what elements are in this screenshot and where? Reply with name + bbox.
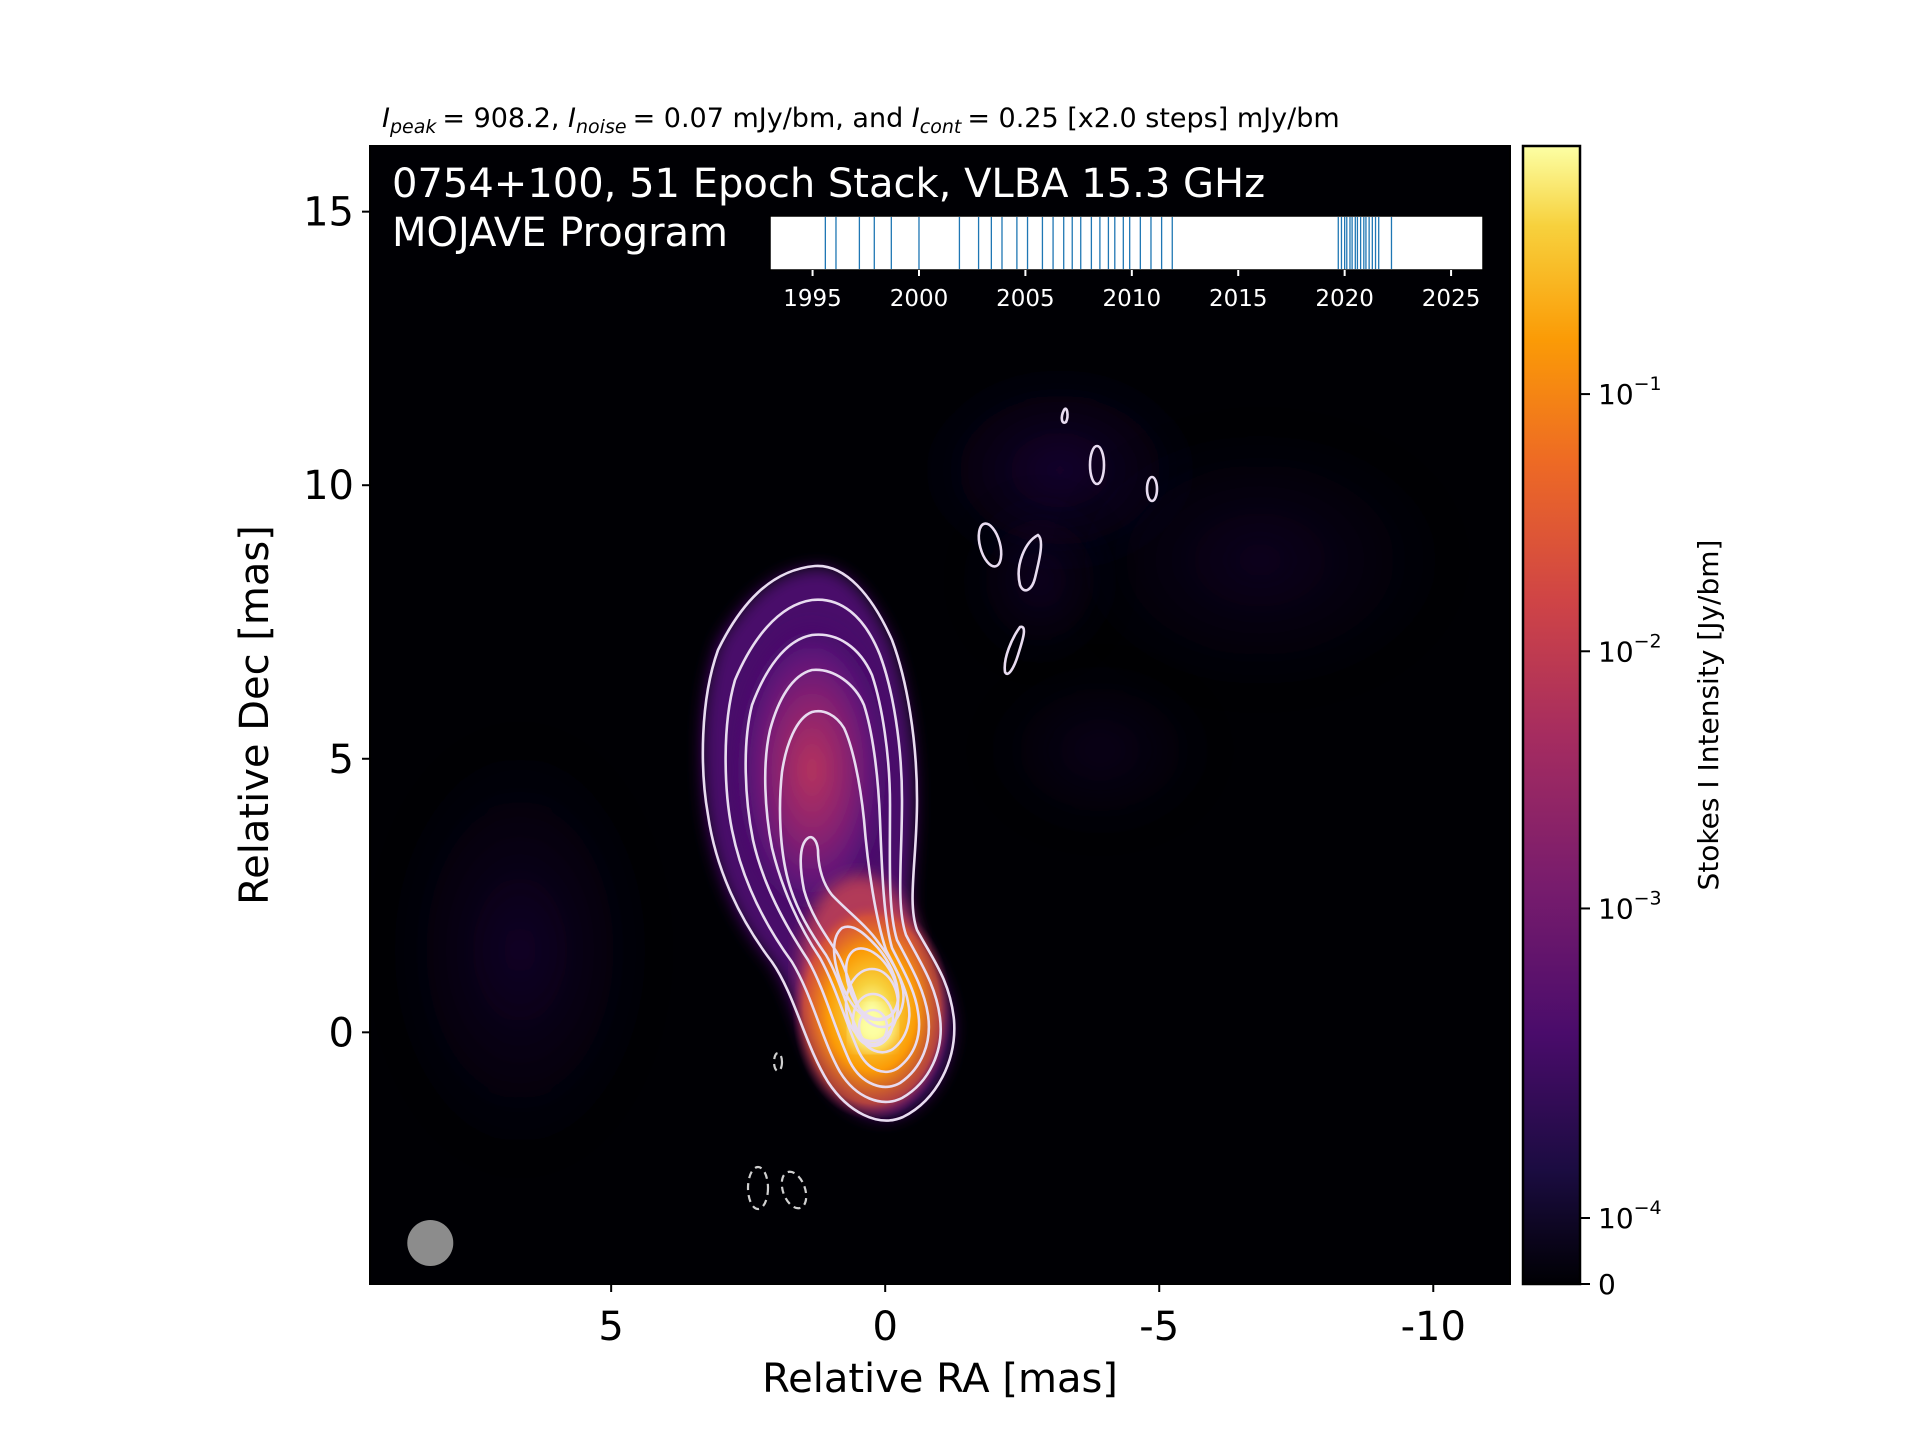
cont-subscript: cont xyxy=(920,116,963,138)
noise-value: = 0.07 mJy/bm, and xyxy=(633,103,912,134)
colorbar-tick-label: 10−4 xyxy=(1598,1197,1662,1235)
contour xyxy=(701,564,956,1122)
cont-symbol: I xyxy=(912,103,920,134)
figure-subtitle: MOJAVE Program xyxy=(392,210,728,256)
colorbar-tick-exponent: −1 xyxy=(1634,373,1662,395)
timeline-tick-label: 2025 xyxy=(1422,286,1481,312)
colorbar-ticks: 010−410−310−210−1 xyxy=(1580,373,1662,1301)
contour xyxy=(851,992,895,1048)
contour xyxy=(744,633,931,1088)
colorbar-tick-label: 10−3 xyxy=(1598,887,1662,925)
diffuse-emission xyxy=(1060,420,1460,700)
y-axis-ticks: 0 5 10 15 xyxy=(303,190,370,1056)
negative-contour xyxy=(772,1051,784,1073)
colorbar xyxy=(1521,144,1582,1286)
contour xyxy=(857,1008,889,1046)
y-tick-label: 5 xyxy=(329,737,354,783)
cont-value: = 0.25 [x2.0 steps] mJy/bm xyxy=(967,103,1339,134)
contour xyxy=(1088,444,1106,486)
y-tick-label: 10 xyxy=(303,463,354,509)
timeline-tick-label: 1995 xyxy=(783,286,842,312)
colorbar-tick-base: 10 xyxy=(1598,1202,1634,1235)
diffuse-emission xyxy=(980,660,1220,840)
timeline-ticks: 1995 2000 2005 2010 2015 2020 2025 xyxy=(783,270,1480,312)
intensity-summary: Ipeak = 908.2, Inoise = 0.07 mJy/bm, and I… xyxy=(382,103,1340,138)
contour xyxy=(799,835,905,1029)
jet-bright-region xyxy=(734,620,890,920)
colorbar-label: Stokes I Intensity [Jy/bm] xyxy=(1692,540,1725,891)
x-tick-label: 0 xyxy=(872,1304,897,1350)
y-tick-label: 0 xyxy=(329,1010,354,1056)
epoch-lines xyxy=(824,217,1393,269)
contour xyxy=(844,967,900,1043)
timeline-tick-label: 2020 xyxy=(1315,286,1374,312)
diffuse-emission xyxy=(380,730,660,1170)
intensity-map xyxy=(370,146,1510,1284)
x-tick-label: -5 xyxy=(1139,1304,1179,1350)
contour xyxy=(763,668,921,1073)
beam-ellipse xyxy=(407,1219,454,1266)
contour xyxy=(1060,407,1069,424)
timeline-tick-label: 2010 xyxy=(1103,286,1162,312)
colorbar-tick-label: 0 xyxy=(1598,1268,1616,1301)
contour xyxy=(1017,533,1043,592)
diffuse-emission xyxy=(960,490,1120,670)
contour-lines xyxy=(701,407,1159,1122)
plot-frame xyxy=(369,145,1511,1285)
contour xyxy=(977,522,1003,568)
x-tick-label: -10 xyxy=(1401,1304,1466,1350)
colorbar-tick-base: 10 xyxy=(1598,635,1634,668)
contour xyxy=(1003,625,1026,676)
contour xyxy=(778,709,911,1054)
timeline-tick-label: 2005 xyxy=(996,286,1055,312)
negative-contour xyxy=(746,1165,770,1211)
noise-symbol: I xyxy=(568,103,576,134)
contour xyxy=(1145,475,1159,503)
colorbar-tick-base: 10 xyxy=(1598,378,1634,411)
peak-symbol: I xyxy=(382,103,390,134)
contour xyxy=(844,947,900,1021)
x-tick-label: 5 xyxy=(598,1304,623,1350)
contour xyxy=(724,598,942,1104)
x-axis-ticks: 5 0 -5 -10 xyxy=(598,1284,1466,1350)
x-axis-label: Relative RA [mas] xyxy=(762,1356,1118,1402)
y-tick-label: 15 xyxy=(303,190,354,236)
colorbar-tick-exponent: −2 xyxy=(1634,630,1662,652)
peak-subscript: peak xyxy=(389,116,437,138)
colorbar-tick-base: 0 xyxy=(1598,1268,1616,1301)
figure-title: 0754+100, 51 Epoch Stack, VLBA 15.3 GHz xyxy=(392,161,1265,207)
negative-contour xyxy=(780,1170,808,1210)
y-axis-label: Relative Dec [mas] xyxy=(232,525,278,905)
colorbar-tick-exponent: −3 xyxy=(1634,887,1662,909)
colorbar-tick-label: 10−2 xyxy=(1598,630,1662,668)
negative-contours xyxy=(746,1051,808,1211)
timeline-tick-label: 2015 xyxy=(1209,286,1268,312)
peak-value: = 908.2, xyxy=(442,103,568,134)
colorbar-tick-base: 10 xyxy=(1598,892,1634,925)
noise-subscript: noise xyxy=(576,116,627,138)
epoch-timeline: 1995 2000 2005 2010 2015 2020 2025 xyxy=(769,215,1484,312)
timeline-tick-label: 2000 xyxy=(890,286,949,312)
colorbar-tick-label: 10−1 xyxy=(1598,373,1662,411)
colorbar-tick-exponent: −4 xyxy=(1634,1197,1662,1219)
